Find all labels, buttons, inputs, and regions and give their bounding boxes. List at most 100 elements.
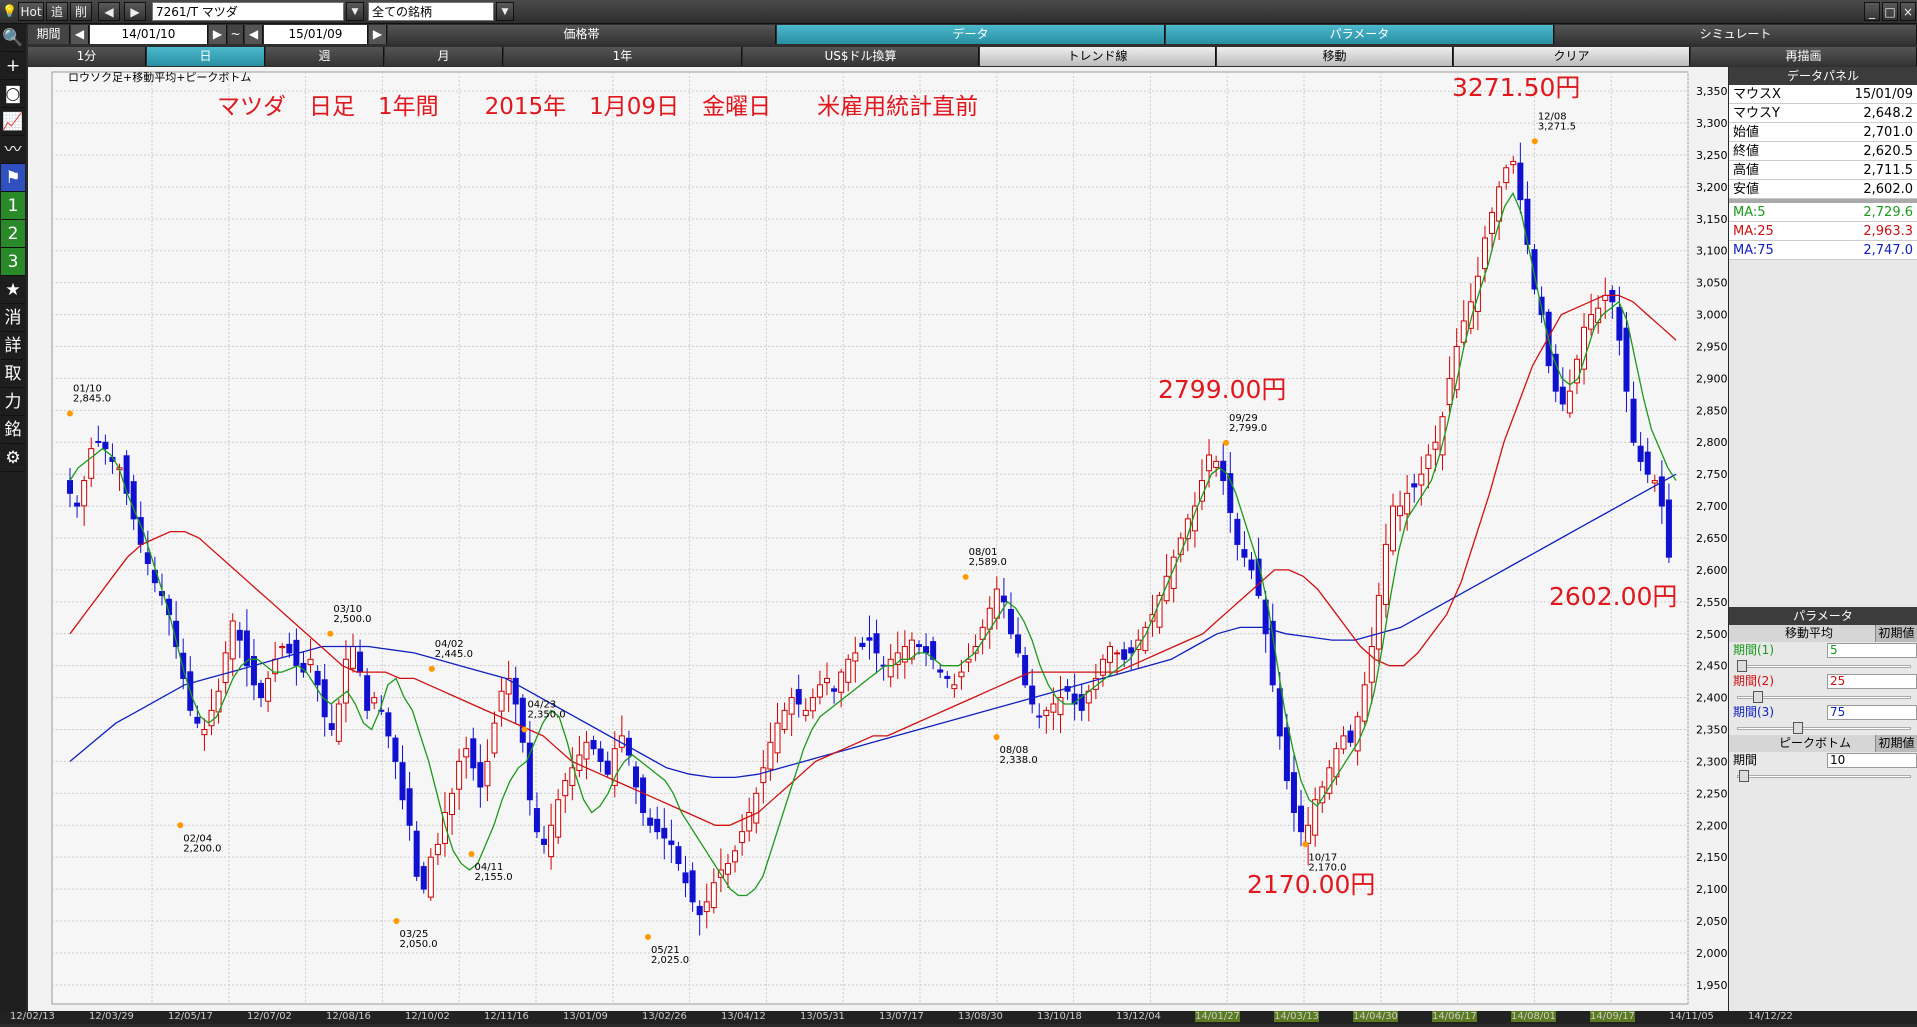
candle-body [1029, 685, 1036, 705]
y-tick-label: 3,300 [1696, 117, 1728, 130]
timeline-label: 14/04/30 [1353, 1011, 1398, 1022]
trade-icon[interactable]: 取 [1, 360, 25, 388]
tab-price-band[interactable]: 価格帯 [388, 25, 776, 44]
candle-body [915, 644, 922, 648]
ma-period-input[interactable]: 5 [1827, 643, 1917, 658]
btn-1year[interactable]: 1年 [504, 47, 742, 66]
candle-body [505, 677, 512, 695]
camera-icon[interactable]: ◙ [1, 80, 25, 108]
y-tick-label: 2,300 [1696, 755, 1728, 768]
ma25-line [69, 294, 1677, 826]
date-to-prev-icon[interactable]: ◀ [245, 25, 263, 44]
candle-body [753, 792, 760, 824]
ma-period-slider[interactable] [1729, 690, 1917, 704]
datapanel-row-value: 15/01/09 [1854, 87, 1913, 102]
candle-body [526, 742, 533, 801]
power-icon[interactable]: 力 [1, 388, 25, 416]
bulb-icon[interactable]: 💡 [2, 4, 17, 18]
hot-button[interactable]: Hot [18, 2, 44, 21]
crosshair-icon[interactable]: + [1, 52, 25, 80]
datapanel-row-label: 始値 [1733, 125, 1760, 140]
candle-body [831, 688, 838, 692]
gear-icon[interactable]: ⚙ [1, 444, 25, 472]
candle-body [1128, 647, 1135, 654]
candle-body [1234, 518, 1241, 545]
ma-period-slider[interactable] [1729, 721, 1917, 735]
chart-area[interactable]: 1,950 2,000 2,050 2,100 2,150 2,200 2,250 2,300… [28, 67, 1728, 1024]
ma-init-button[interactable]: 初期値 [1875, 625, 1917, 642]
btn-weekly[interactable]: 週 [266, 47, 384, 66]
symbol-input[interactable]: 7261/T マツダ [152, 2, 344, 21]
ma-period-slider[interactable] [1729, 659, 1917, 673]
btn-move[interactable]: 移動 [1217, 47, 1453, 66]
star-icon[interactable]: ★ [1, 276, 25, 304]
date-from-next-icon[interactable]: ▶ [209, 25, 227, 44]
candle-body [1559, 386, 1566, 405]
filter-dropdown-icon[interactable]: ▼ [496, 2, 514, 21]
candle-body [357, 651, 364, 673]
date-from-input[interactable]: 14/01/10 [90, 25, 208, 44]
search-icon[interactable]: 🔍 [1, 24, 25, 52]
symbol-dropdown-icon[interactable]: ▼ [346, 2, 364, 21]
btn-redraw[interactable]: 再描画 [1691, 47, 1917, 66]
minimize-button[interactable]: _ [1864, 2, 1880, 21]
candle-body [1007, 608, 1014, 635]
btn-daily[interactable]: 日 [147, 47, 265, 66]
candle-body [1566, 390, 1573, 414]
y-tick-label: 2,550 [1696, 596, 1728, 609]
date-to-input[interactable]: 15/01/09 [264, 25, 368, 44]
btn-1min[interactable]: 1分 [28, 47, 146, 66]
candle-body [894, 652, 901, 665]
ma-period-input[interactable]: 75 [1827, 705, 1917, 720]
chart-icon-2[interactable]: 〰 [1, 136, 25, 164]
detail-icon[interactable]: 詳 [1, 332, 25, 360]
bottom-timeline[interactable]: 12/02/13 12/03/29 12/05/17 12/07/02 12/08/16… [0, 1011, 1917, 1024]
ma-row-value: 2,963.3 [1863, 224, 1913, 239]
candle-body [236, 629, 243, 641]
btn-trendline[interactable]: トレンド線 [980, 47, 1216, 66]
tab-parameter[interactable]: パラメータ [1166, 25, 1554, 44]
delete-button[interactable]: 削 [70, 2, 92, 21]
filter-select[interactable]: 全ての銘柄 [368, 2, 494, 21]
erase-icon[interactable]: 消 [1, 304, 25, 332]
peak-period-slider[interactable] [1729, 769, 1917, 783]
ma-period-input[interactable]: 25 [1827, 674, 1917, 689]
peak-period-input[interactable]: 10 [1827, 753, 1917, 768]
candle-body [406, 788, 413, 826]
candle-body [816, 684, 823, 698]
slider-knob[interactable] [1793, 722, 1803, 734]
close-button[interactable]: × [1900, 2, 1916, 21]
flag-icon[interactable]: ⚑ [1, 164, 25, 192]
peak-init-button[interactable]: 初期値 [1875, 735, 1917, 752]
btn-usd[interactable]: US$ドル換算 [743, 47, 979, 66]
candle-body [802, 709, 809, 716]
maximize-button[interactable]: □ [1882, 2, 1898, 21]
btn-clear[interactable]: クリア [1454, 47, 1690, 66]
chart-icon[interactable]: 📈 [1, 108, 25, 136]
add-button[interactable]: 追 [46, 2, 68, 21]
two-icon[interactable]: 2 [1, 220, 25, 248]
slider-knob[interactable] [1739, 770, 1749, 782]
btn-monthly[interactable]: 月 [385, 47, 503, 66]
slider-knob[interactable] [1753, 691, 1763, 703]
one-icon[interactable]: 1 [1, 192, 25, 220]
tab-simulate[interactable]: シミュレート [1555, 25, 1917, 44]
slider-knob[interactable] [1737, 660, 1747, 672]
date-to-next-icon[interactable]: ▶ [369, 25, 387, 44]
y-tick-label: 2,250 [1696, 787, 1728, 800]
y-tick-label: 1,950 [1696, 979, 1728, 992]
next-symbol-icon[interactable]: ▶ [124, 2, 146, 21]
candle-body [477, 762, 484, 788]
candle-body [1411, 483, 1418, 488]
candle-body [1651, 480, 1658, 484]
three-icon[interactable]: 3 [1, 248, 25, 276]
tab-data[interactable]: データ [777, 25, 1165, 44]
date-from-prev-icon[interactable]: ◀ [71, 25, 89, 44]
ma-row-label: MA:5 [1733, 205, 1766, 220]
candlestick-chart[interactable]: 1,950 2,000 2,050 2,100 2,150 2,200 2,250 2,300… [28, 67, 1728, 1024]
brand-icon[interactable]: 銘 [1, 416, 25, 444]
candle-body [1460, 320, 1467, 343]
peak-value-label: 2,445.0 [435, 649, 473, 660]
candle-body [1340, 735, 1347, 750]
prev-symbol-icon[interactable]: ◀ [98, 2, 120, 21]
